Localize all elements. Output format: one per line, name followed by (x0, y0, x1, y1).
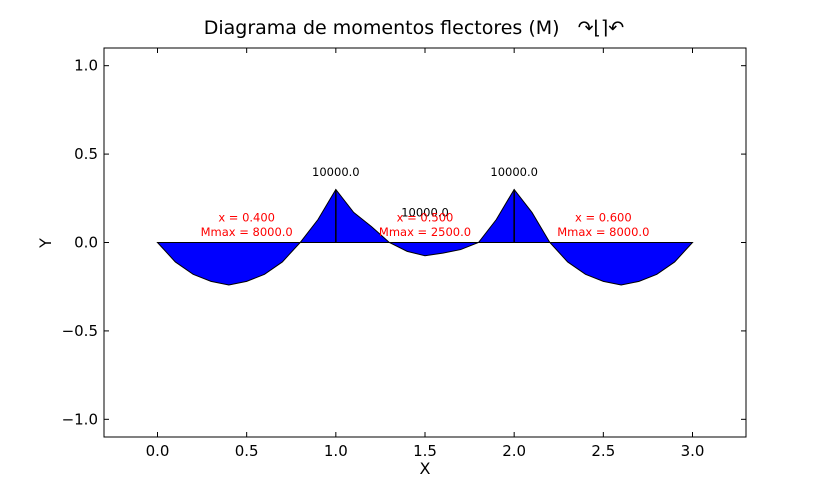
x-tick-label: 2.5 (591, 442, 615, 460)
annotation-label: x = 0.500 (397, 211, 454, 225)
chart-title: Diagrama de momentos flectores (M) ↷⌊⌉↶ (204, 17, 625, 39)
x-tick-label: 3.0 (681, 442, 705, 460)
moment-area (156, 188, 694, 286)
chart-title-text: Diagrama de momentos flectores (M) (204, 17, 560, 39)
annotation-label: Mmax = 8000.0 (557, 225, 649, 239)
y-axis-label: Y (36, 238, 55, 249)
axis-ticks: 0.0 0.5 1.0 1.5 2.0 2.5 3.0 −1.0 −0.5 0.0 0.5 1.0 (62, 48, 746, 460)
x-tick-label: 1.5 (413, 442, 437, 460)
annotation-label: 10000.0 (312, 165, 360, 179)
annotation-label: x = 0.600 (575, 211, 632, 225)
x-tick-label: 1.0 (324, 442, 348, 460)
y-tick-label: 1.0 (74, 57, 98, 75)
plot-area (156, 188, 694, 286)
x-tick-label: 2.0 (502, 442, 526, 460)
y-tick-label: −1.0 (62, 410, 98, 428)
moment-sign-symbol: ↷⌊⌉↶ (578, 17, 625, 39)
annotation-label: 10000.0 (490, 165, 538, 179)
annotation-label: Mmax = 8000.0 (201, 225, 293, 239)
y-tick-label: 0.5 (74, 145, 98, 163)
x-axis-label: X (420, 459, 431, 478)
annotation-label: Mmax = 2500.0 (379, 225, 471, 239)
annotation-label: 10000.0 (401, 205, 449, 219)
annotation-label: x = 0.400 (218, 211, 275, 225)
x-tick-label: 0.0 (146, 442, 170, 460)
x-tick-label: 0.5 (235, 442, 259, 460)
y-tick-label: 0.0 (74, 234, 98, 252)
y-tick-label: −0.5 (62, 322, 98, 340)
